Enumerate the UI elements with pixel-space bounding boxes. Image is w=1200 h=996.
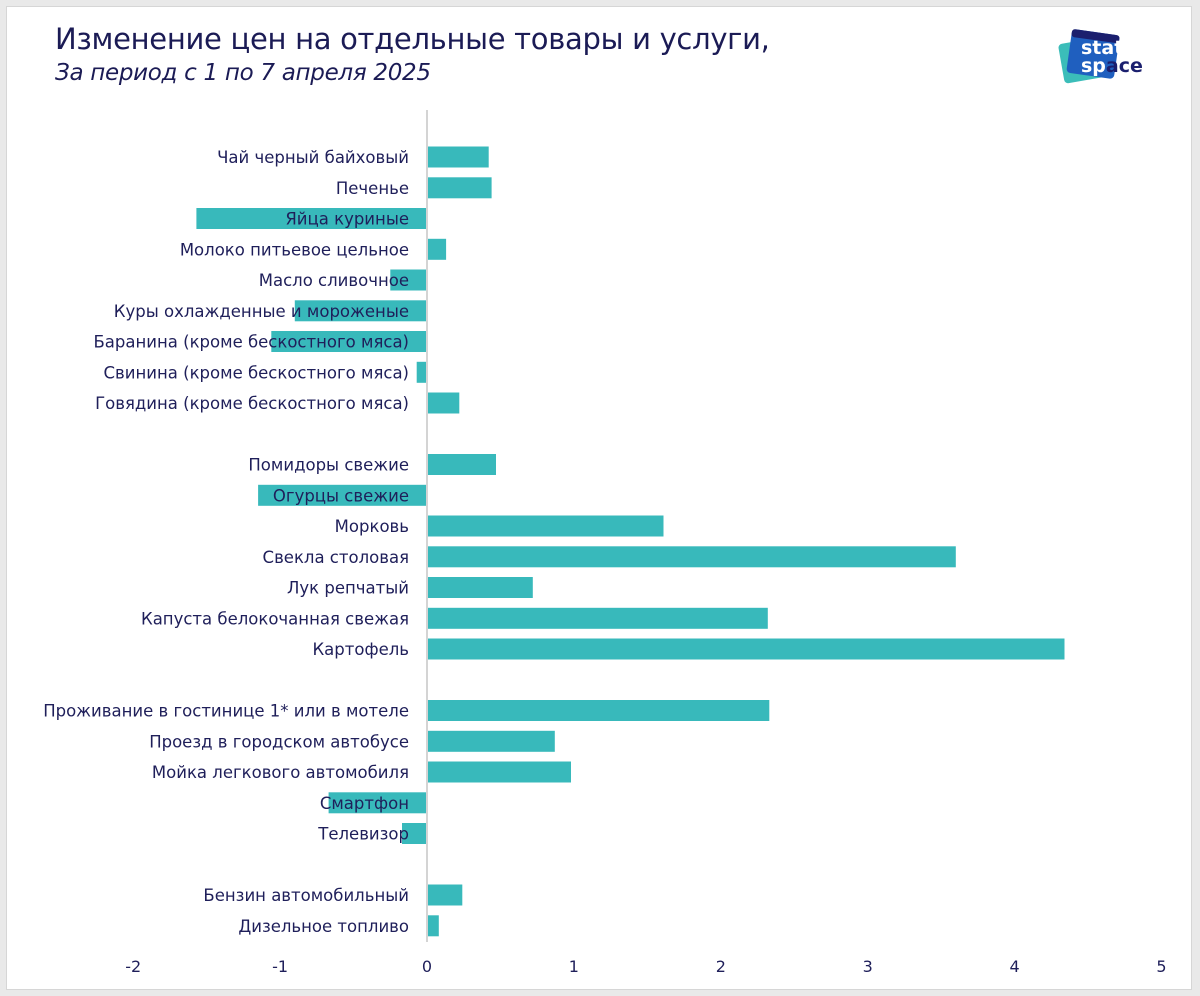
category-label: Говядина (кроме бескостного мяса) — [95, 394, 409, 413]
bar — [427, 454, 496, 475]
bar — [402, 823, 427, 844]
category-label: Картофель — [312, 640, 409, 659]
category-label: Свинина (кроме бескостного мяса) — [104, 363, 409, 382]
x-tick-label: 4 — [1010, 957, 1020, 976]
bar — [427, 546, 956, 568]
bar — [271, 331, 427, 352]
bar — [427, 638, 1065, 660]
x-tick-label: -2 — [125, 957, 141, 976]
category-label: Огурцы свежие — [273, 486, 409, 505]
category-label: Помидоры свежие — [248, 456, 409, 475]
category-labels: Чай черный байховый Печенье Яйца куриные Мо… — [43, 148, 409, 936]
bar — [427, 146, 489, 168]
category-label: Лук репчатый — [287, 579, 409, 598]
logo-text-stat: stat — [1081, 37, 1123, 59]
category-label: Дизельное топливо — [238, 917, 409, 936]
logo-text-space: space — [1081, 55, 1143, 77]
bar — [416, 361, 427, 383]
bar — [427, 761, 571, 783]
bar — [258, 484, 427, 506]
category-label: Проезд в городском автобусе — [149, 732, 409, 751]
x-tick-label: 5 — [1156, 957, 1166, 976]
category-label: Свекла столовая — [263, 548, 409, 567]
bar — [427, 177, 492, 199]
category-label: Баранина (кроме бескостного мяса) — [93, 333, 409, 352]
bar — [427, 730, 555, 752]
x-tick-label: 2 — [716, 957, 726, 976]
bar — [427, 238, 447, 260]
category-label: Яйца куриные — [285, 210, 409, 229]
bar — [427, 577, 533, 598]
chart-title: Изменение цен на отдельные товары и услу… — [55, 22, 770, 56]
bar — [427, 884, 463, 906]
category-label: Проживание в гостинице 1* или в мотеле — [43, 702, 409, 721]
category-label: Масло сливочное — [259, 271, 409, 290]
x-tick-label: 1 — [569, 957, 579, 976]
category-label: Чай черный байховый — [217, 148, 409, 167]
bar — [196, 208, 427, 229]
bar — [427, 915, 439, 937]
category-label: Куры охлажденные и мороженые — [114, 302, 409, 321]
category-label: Бензин автомобильный — [203, 886, 409, 905]
category-label: Печенье — [336, 179, 409, 198]
bar — [427, 700, 770, 721]
category-label: Молоко питьевое цельное — [180, 240, 409, 259]
bar — [427, 607, 768, 629]
bars-layer — [196, 146, 1065, 937]
x-axis-ticks: -2 -1 0 1 2 3 4 5 — [125, 957, 1166, 976]
bar — [427, 515, 664, 537]
bar — [328, 792, 427, 814]
bar — [294, 300, 427, 322]
x-tick-label: 3 — [863, 957, 873, 976]
statspace-logo: stat space — [1058, 29, 1143, 84]
x-tick-label: 0 — [422, 957, 432, 976]
chart-frame — [6, 6, 1192, 990]
category-label: Смартфон — [320, 794, 409, 813]
bar — [390, 269, 427, 291]
category-label: Мойка легкового автомобиля — [152, 763, 409, 782]
chart-subtitle: За период с 1 по 7 апреля 2025 — [55, 60, 431, 86]
category-label: Телевизор — [317, 825, 409, 844]
logo-navy-edge — [1071, 29, 1120, 44]
x-tick-label: -1 — [272, 957, 288, 976]
category-label: Капуста белокочанная свежая — [141, 609, 409, 628]
bar — [427, 392, 460, 414]
category-label: Морковь — [335, 517, 409, 536]
